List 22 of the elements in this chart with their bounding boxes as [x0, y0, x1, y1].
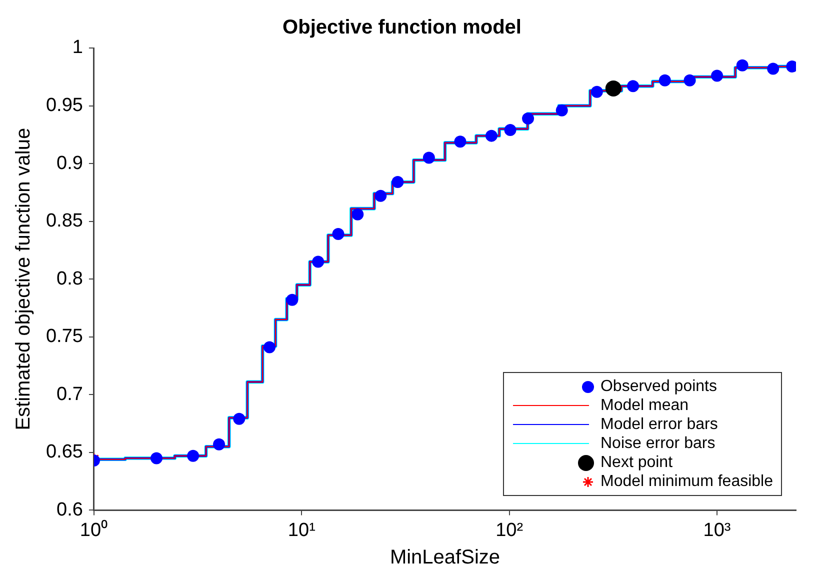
- x-tick-label: 10³: [703, 520, 731, 541]
- chart-title: Objective function model: [282, 16, 522, 39]
- y-axis-title: Estimated objective function value: [12, 128, 35, 430]
- x-tick-label: 10⁰: [80, 518, 108, 541]
- y-tick-label: 0.6: [56, 499, 83, 520]
- y-tick-label: 0.85: [46, 210, 83, 232]
- legend-label: Noise error bars: [600, 434, 716, 452]
- legend-label: Model minimum feasible: [600, 472, 773, 490]
- y-tick-label: 0.75: [46, 326, 83, 348]
- legend-label: Observed points: [600, 378, 717, 396]
- x-tick-label: 10²: [496, 520, 524, 541]
- y-tick-label: 0.95: [46, 95, 83, 116]
- x-axis-title: MinLeafSize: [390, 546, 500, 569]
- y-tick-label: 0.7: [56, 384, 83, 405]
- legend-label: Model mean: [600, 396, 689, 414]
- x-tick-label: 10¹: [288, 520, 316, 541]
- y-tick-label: 1: [72, 37, 83, 58]
- y-tick-label: 0.65: [46, 442, 83, 463]
- legend-label: Next point: [600, 454, 673, 472]
- y-tick-label: 0.9: [56, 152, 83, 174]
- legend-label: Model error bars: [600, 416, 718, 434]
- y-tick-label: 0.8: [56, 268, 83, 290]
